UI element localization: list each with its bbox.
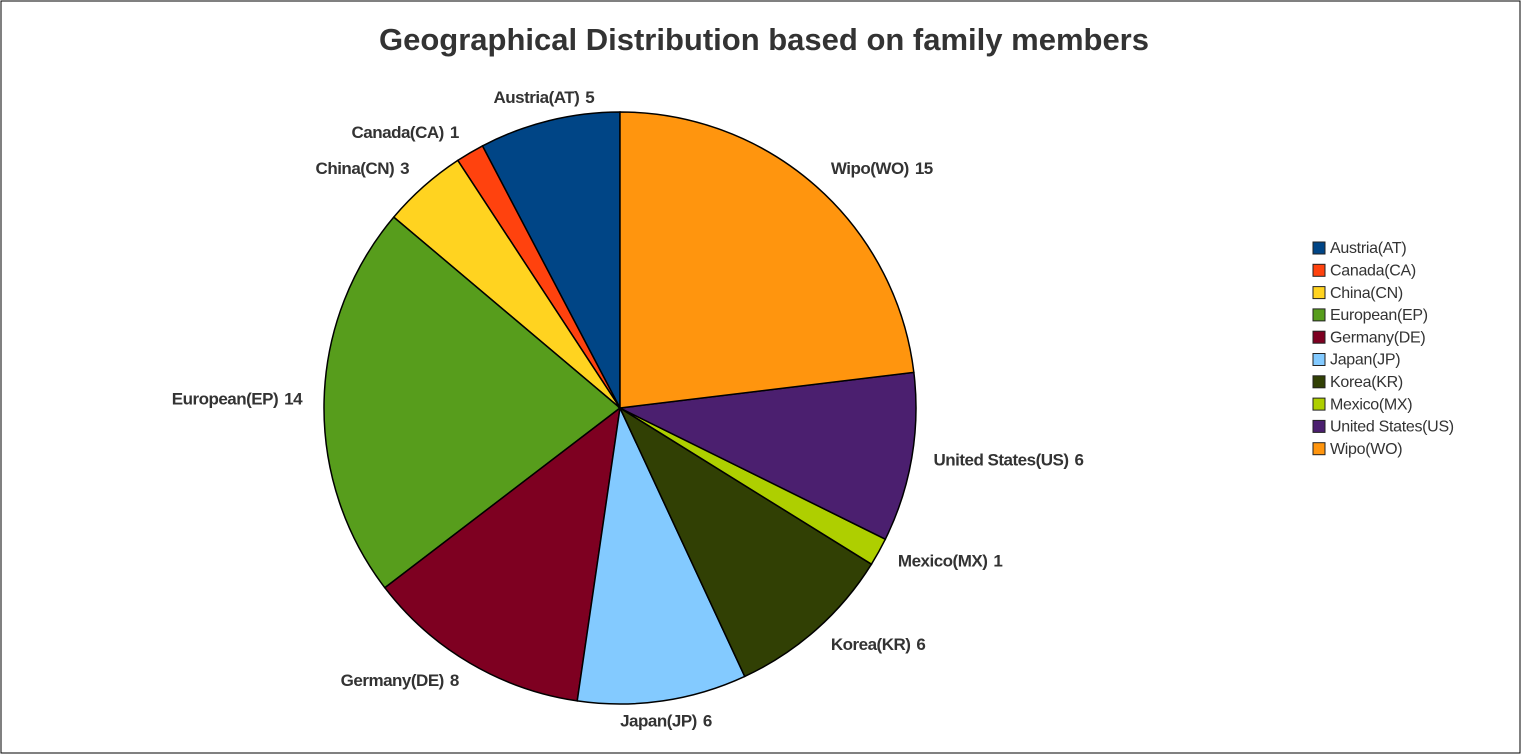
pie-slice: [617, 371, 917, 541]
data-label: Canada(CA) 1: [352, 123, 459, 142]
data-label-value: 5: [585, 89, 594, 108]
pie-slice: [323, 216, 622, 589]
legend-label: Mexico(MX): [1330, 396, 1412, 413]
legend-label: China(CN): [1330, 285, 1403, 302]
legend-swatch: [1312, 286, 1326, 300]
data-label-category: China(CN): [316, 159, 395, 178]
legend-swatch: [1312, 375, 1326, 389]
legend-swatch: [1312, 353, 1326, 366]
legend-label: Canada(CA): [1330, 263, 1416, 280]
legend-swatch: [1312, 419, 1326, 433]
data-label: United States(US) 6: [933, 451, 1083, 470]
legend-swatch: [1312, 308, 1326, 322]
data-label: European(EP) 14: [172, 390, 303, 409]
data-label: Austria(AT) 5: [494, 89, 595, 108]
data-label-category: Wipo(WO): [831, 159, 909, 178]
data-label-category: European(EP): [172, 390, 278, 409]
data-label-value: 6: [1075, 451, 1084, 470]
data-label: Mexico(MX) 1: [898, 552, 1002, 571]
data-label-category: Japan(JP): [620, 712, 697, 731]
data-label-value: 6: [916, 636, 925, 655]
data-label-value: 1: [993, 552, 1002, 571]
legend-label: Korea(KR): [1330, 374, 1403, 391]
legend-label: Germany(DE): [1330, 329, 1425, 346]
data-label: Korea(KR) 6: [831, 636, 926, 655]
pie-slice: [618, 406, 873, 678]
data-label-value: 6: [703, 712, 712, 731]
data-label-value: 8: [450, 672, 459, 691]
data-label-value: 15: [915, 159, 933, 178]
legend-swatch: [1312, 442, 1326, 456]
pie-slice: [481, 111, 621, 409]
data-label-category: Germany(DE): [341, 672, 444, 691]
data-label-category: United States(US): [933, 451, 1068, 470]
data-label: Japan(JP) 6: [620, 712, 712, 731]
data-label: Germany(DE) 8: [341, 672, 459, 691]
data-label-value: 14: [284, 390, 303, 409]
data-label-category: Austria(AT): [494, 89, 580, 108]
pie-slice: [576, 405, 746, 705]
data-label: Wipo(WO) 15: [831, 159, 933, 178]
pie-slice: [619, 111, 915, 409]
chart-title: Geographical Distribution based on famil…: [379, 22, 1149, 57]
legend-swatch: [1312, 397, 1326, 411]
data-label-value: 3: [400, 159, 409, 178]
pie-slice: [383, 406, 622, 702]
legend-label: Austria(AT): [1330, 240, 1406, 257]
data-label: China(CN) 3: [316, 159, 410, 178]
legend-label: European(EP): [1330, 307, 1428, 324]
data-label-value: 1: [450, 123, 459, 142]
data-label-category: Mexico(MX): [898, 552, 987, 571]
legend-swatch: [1312, 330, 1326, 344]
legend-label: Wipo(WO): [1330, 441, 1402, 458]
legend-label: Japan(JP): [1330, 352, 1400, 369]
legend-swatch: [1312, 241, 1326, 255]
data-label-category: Canada(CA): [352, 123, 444, 142]
legend-label: United States(US): [1330, 419, 1454, 436]
data-label-category: Korea(KR): [831, 636, 911, 655]
legend-swatch: [1312, 263, 1326, 277]
